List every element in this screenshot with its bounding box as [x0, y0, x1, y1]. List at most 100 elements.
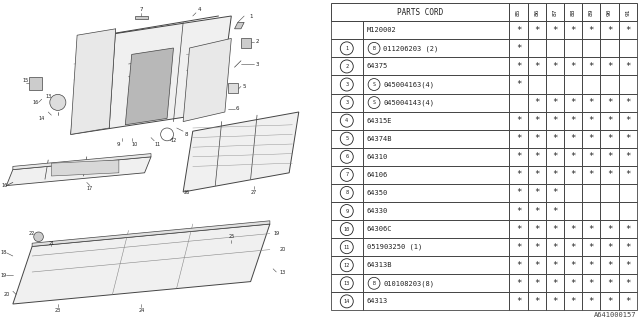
Bar: [331, 274, 363, 292]
Bar: [363, 57, 509, 76]
Text: 8: 8: [184, 132, 188, 137]
Circle shape: [34, 232, 44, 242]
Bar: [619, 76, 637, 93]
Text: *: *: [625, 279, 630, 288]
Text: 10: 10: [132, 141, 138, 147]
Bar: [509, 220, 527, 238]
Bar: [564, 274, 582, 292]
Bar: [619, 93, 637, 112]
Text: 26: 26: [183, 189, 189, 195]
Bar: [331, 184, 363, 202]
Text: *: *: [607, 134, 612, 143]
Bar: [619, 238, 637, 256]
Bar: [619, 130, 637, 148]
Text: 19: 19: [273, 231, 280, 236]
Bar: [619, 3, 637, 21]
Text: *: *: [516, 152, 521, 161]
Text: *: *: [534, 152, 540, 161]
Bar: [527, 256, 546, 274]
Bar: [363, 76, 509, 93]
Text: 22: 22: [29, 231, 35, 236]
Text: *: *: [516, 188, 521, 197]
Bar: [527, 39, 546, 57]
Text: M120002: M120002: [367, 27, 396, 33]
Polygon shape: [70, 16, 231, 134]
Bar: [509, 57, 527, 76]
Text: *: *: [516, 134, 521, 143]
Text: 16: 16: [2, 183, 8, 188]
Bar: [363, 166, 509, 184]
Bar: [527, 93, 546, 112]
Bar: [600, 256, 619, 274]
Polygon shape: [228, 83, 237, 93]
Text: 64350: 64350: [367, 190, 388, 196]
Text: *: *: [589, 170, 594, 180]
Bar: [331, 3, 509, 21]
Bar: [331, 256, 363, 274]
Text: 4: 4: [345, 118, 348, 123]
Bar: [582, 274, 600, 292]
Bar: [619, 148, 637, 166]
Text: *: *: [570, 170, 576, 180]
Text: *: *: [552, 188, 557, 197]
Text: *: *: [589, 225, 594, 234]
Text: 14: 14: [344, 299, 350, 304]
Text: *: *: [534, 116, 540, 125]
Bar: [619, 256, 637, 274]
Text: *: *: [552, 261, 557, 270]
Bar: [363, 130, 509, 148]
Text: 13: 13: [45, 93, 51, 99]
Text: 011206203 (2): 011206203 (2): [383, 45, 438, 52]
Text: *: *: [534, 98, 540, 107]
Text: 21: 21: [48, 241, 54, 246]
Text: 11: 11: [154, 141, 161, 147]
Text: *: *: [607, 279, 612, 288]
Bar: [582, 202, 600, 220]
Text: B: B: [372, 46, 376, 51]
Bar: [546, 3, 564, 21]
Bar: [600, 21, 619, 39]
Bar: [564, 238, 582, 256]
Text: *: *: [552, 98, 557, 107]
Text: 15: 15: [22, 77, 29, 83]
Text: 12: 12: [344, 263, 350, 268]
Bar: [527, 148, 546, 166]
Text: S: S: [372, 82, 376, 87]
Bar: [363, 274, 509, 292]
Text: *: *: [625, 170, 630, 180]
Bar: [600, 148, 619, 166]
Bar: [363, 220, 509, 238]
Bar: [331, 39, 363, 57]
Bar: [582, 166, 600, 184]
Bar: [582, 57, 600, 76]
Text: 2: 2: [345, 64, 348, 69]
Bar: [509, 39, 527, 57]
Bar: [619, 57, 637, 76]
Text: *: *: [625, 134, 630, 143]
Text: *: *: [570, 116, 576, 125]
Text: 64375: 64375: [367, 63, 388, 69]
Bar: [527, 166, 546, 184]
Text: 24: 24: [138, 308, 145, 313]
Text: 11: 11: [344, 245, 350, 250]
Bar: [331, 93, 363, 112]
Text: *: *: [534, 279, 540, 288]
Text: 85: 85: [516, 9, 521, 16]
Text: 91: 91: [625, 9, 630, 16]
Text: 16: 16: [32, 100, 38, 105]
Polygon shape: [13, 224, 270, 304]
Bar: [546, 256, 564, 274]
Bar: [509, 148, 527, 166]
Text: *: *: [552, 134, 557, 143]
Bar: [582, 220, 600, 238]
Bar: [600, 112, 619, 130]
Bar: [527, 3, 546, 21]
Text: 3: 3: [345, 100, 348, 105]
Text: 6: 6: [236, 106, 239, 111]
Bar: [582, 112, 600, 130]
Text: *: *: [534, 188, 540, 197]
Bar: [546, 39, 564, 57]
Bar: [509, 76, 527, 93]
Bar: [509, 202, 527, 220]
Bar: [363, 39, 509, 57]
